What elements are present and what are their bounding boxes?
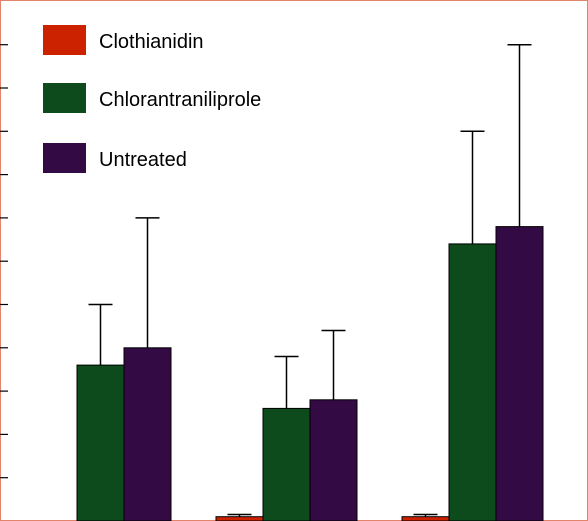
legend-swatch — [43, 25, 86, 55]
bar — [401, 516, 450, 521]
legend-swatch — [43, 143, 86, 173]
y-axis — [0, 44, 8, 479]
bar — [123, 347, 172, 521]
bar — [215, 516, 264, 521]
legend-label: Chlorantraniliprole — [99, 89, 261, 111]
bar — [76, 364, 125, 521]
bar — [309, 399, 358, 521]
bar — [262, 407, 311, 521]
legend-label: Untreated — [99, 149, 187, 171]
bar — [448, 243, 497, 521]
legend-label: Clothianidin — [99, 31, 204, 53]
legend: Clothianidin Chlorantraniliprole Untreated — [43, 25, 261, 173]
legend-swatch — [43, 83, 86, 113]
bar — [495, 226, 544, 521]
bars — [76, 43, 544, 521]
